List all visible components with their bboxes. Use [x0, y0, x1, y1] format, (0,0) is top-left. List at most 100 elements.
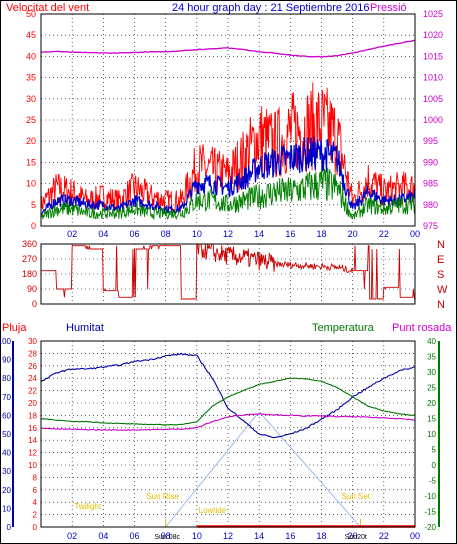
humidity-axis-tick-label: 40 — [2, 449, 11, 458]
wind-direction-series — [41, 243, 416, 301]
humidity-axis-tick-label: 50 — [2, 430, 11, 439]
lowtide-annotation: Lowtide — [199, 506, 227, 515]
direction-axis-tick-label: 360 — [22, 239, 37, 249]
wind-x-tick-label: 00 — [410, 229, 420, 239]
direction-compass-label: W — [437, 284, 448, 296]
temperature-axis-tick-label: -20 — [424, 523, 436, 532]
pressure-axis-tick-label: 1005 — [423, 94, 443, 104]
rain-axis-tick-label: 20 — [28, 399, 37, 408]
humidity-axis-tick-label: 30 — [2, 467, 11, 476]
pressure-axis-tick-label: 1025 — [423, 9, 443, 19]
rain-axis-tick-label: 6 — [33, 486, 38, 495]
direction-compass-label: S — [437, 269, 444, 281]
rain-label: Pluja — [2, 322, 27, 334]
wind-axis-tick-label: 45 — [26, 30, 36, 40]
wind-speed-label: Velocitat del vent — [6, 2, 89, 14]
dewpoint-series — [40, 413, 416, 432]
pressure-axis-tick-label: 995 — [423, 136, 438, 146]
wind-panel-frame — [40, 13, 416, 227]
humidity-x-tick-label: 06 — [129, 531, 139, 541]
pressure-axis-tick-label: 1000 — [423, 115, 443, 125]
pressure-axis-tick-label: 975 — [423, 221, 438, 231]
wind-axis-tick-label: 10 — [26, 179, 36, 189]
wind-axis-tick-label: 0 — [31, 221, 36, 231]
humidity-label: Humitat — [66, 322, 104, 334]
wind-x-tick-label: 10 — [192, 229, 202, 239]
temperature-axis-tick-label: 10 — [427, 430, 436, 439]
humidity-axis-tick-label: 80 — [2, 374, 11, 383]
humidity-axis-tick-label: 10 — [2, 504, 11, 513]
wind-axis-tick-label: 50 — [26, 9, 36, 19]
rain-axis-tick-label: 4 — [33, 498, 38, 507]
pressure-axis-tick-label: 985 — [423, 179, 438, 189]
temperature-axis-tick-label: 30 — [427, 368, 436, 377]
wind-axis-tick-label: 15 — [26, 157, 36, 167]
rain-axis-tick-label: 0 — [33, 523, 38, 532]
direction-compass-label: N — [437, 299, 445, 311]
wind-x-tick-label: 14 — [254, 229, 264, 239]
rain-axis-tick-label: 12 — [28, 449, 37, 458]
rain-axis-tick-label: 14 — [28, 436, 37, 445]
sun-elevation-curve — [165, 411, 361, 528]
wind-x-tick-label: 08 — [161, 229, 171, 239]
rain-axis-tick-label: 28 — [28, 349, 37, 358]
humidity-axis-tick-label: 0 — [7, 523, 12, 532]
humidity-x-tick-label: 12 — [223, 531, 233, 541]
temperature-series — [40, 377, 416, 426]
direction-panel-frame — [40, 243, 416, 305]
wind-average-series — [40, 136, 416, 218]
temperature-axis-tick-label: 35 — [427, 353, 436, 362]
wind-axis-tick-label: 40 — [26, 51, 36, 61]
direction-compass-label: E — [437, 254, 444, 266]
humidity-x-tick-label: 18 — [316, 531, 326, 541]
pressure-label: Pressió — [370, 2, 407, 14]
twilight-annotation: Twilight — [74, 502, 101, 511]
humidity-x-tick-label: 02 — [67, 531, 77, 541]
wind-x-tick-label: 02 — [67, 229, 77, 239]
humidity-panel-frame — [40, 340, 416, 528]
chart-layer: 0510152025303540455097598098599099510001… — [0, 9, 448, 541]
rain-axis-tick-label: 22 — [28, 387, 37, 396]
wind-x-tick-label: 12 — [223, 229, 233, 239]
rain-axis-tick-label: 8 — [33, 473, 38, 482]
temperature-axis-tick-label: 25 — [427, 384, 436, 393]
wind-axis-tick-label: 25 — [26, 115, 36, 125]
sunrise-time-label: Sun 08c — [154, 534, 180, 541]
humidity-x-tick-label: 14 — [254, 531, 264, 541]
dewpoint-label: Punt rosada — [392, 322, 452, 334]
humidity-x-tick-label: 10 — [192, 531, 202, 541]
rain-axis-tick-label: 24 — [28, 374, 37, 383]
direction-axis-tick-label: 270 — [22, 254, 37, 264]
temperature-axis-tick-label: -5 — [429, 477, 437, 486]
temperature-axis-tick-label: 40 — [427, 337, 436, 346]
temperature-axis-tick-label: 15 — [427, 415, 436, 424]
humidity-x-tick-label: 00 — [410, 531, 420, 541]
pressure-series — [40, 39, 416, 58]
humidity-axis-tick-label: 100 — [0, 337, 12, 346]
humidity-x-tick-label: 08 — [161, 531, 171, 541]
direction-axis-tick-label: 0 — [32, 299, 37, 309]
rain-axis-tick-label: 2 — [33, 511, 38, 520]
chart-title: 24 hour graph day : 21 Septiembre 2016 — [172, 2, 370, 14]
pressure-axis-tick-label: 980 — [423, 200, 438, 210]
humidity-x-tick-label: 16 — [285, 531, 295, 541]
rain-axis-tick-label: 16 — [28, 424, 37, 433]
wind-axis-tick-label: 5 — [31, 200, 36, 210]
humidity-axis-tick-label: 60 — [2, 411, 11, 420]
pressure-axis-tick-label: 1010 — [423, 73, 443, 83]
wind-x-tick-label: 16 — [285, 229, 295, 239]
temperature-axis-tick-label: 20 — [427, 399, 436, 408]
sunrise-annotation: Sun Rise — [146, 492, 179, 501]
rain-axis-tick-label: 18 — [28, 411, 37, 420]
direction-axis-tick-label: 180 — [22, 269, 37, 279]
temperature-axis-tick-label: 5 — [432, 446, 437, 455]
wind-axis-tick-label: 20 — [26, 136, 36, 146]
wind-x-tick-label: 18 — [316, 229, 326, 239]
wind-axis-tick-label: 35 — [26, 73, 36, 83]
pressure-axis-tick-label: 990 — [423, 157, 438, 167]
sunset-time-label: Sun20t — [345, 534, 367, 541]
temperature-axis-tick-label: 0 — [432, 461, 437, 470]
